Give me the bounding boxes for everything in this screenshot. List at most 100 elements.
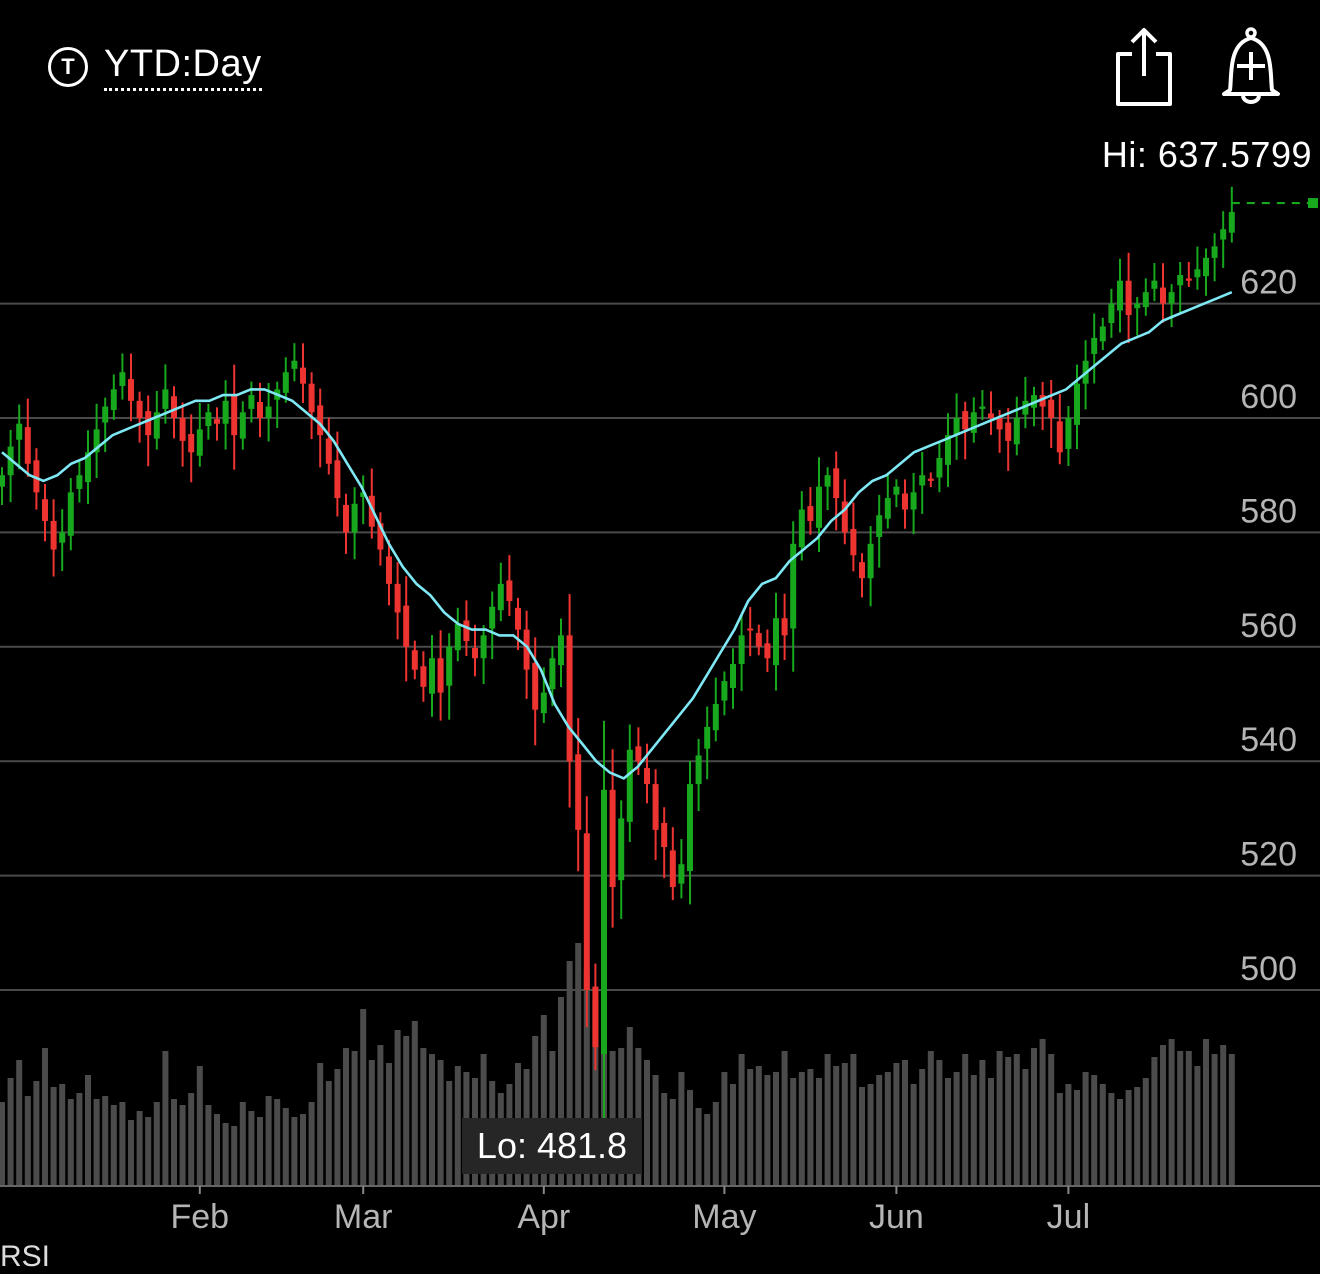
candle-body bbox=[377, 523, 384, 550]
moving-average-line bbox=[1, 290, 1233, 780]
candle-body bbox=[454, 623, 461, 651]
volume-bar bbox=[24, 1096, 31, 1186]
volume-bar bbox=[884, 1072, 891, 1186]
volume-bar bbox=[214, 1114, 220, 1186]
volume-bar bbox=[403, 1036, 410, 1186]
candle-body bbox=[1203, 257, 1209, 277]
share-icon bbox=[1116, 28, 1172, 106]
x-tick-label: May bbox=[692, 1198, 756, 1236]
candle-body bbox=[1074, 383, 1080, 425]
volume-bar bbox=[635, 1048, 642, 1186]
candle-body bbox=[308, 383, 315, 413]
volume-bar bbox=[1082, 1072, 1089, 1186]
volume-bar bbox=[764, 1075, 771, 1186]
volume-bar bbox=[1151, 1057, 1158, 1186]
volume-bar bbox=[996, 1051, 1003, 1186]
volume-bar bbox=[145, 1117, 152, 1186]
volume-bar bbox=[248, 1111, 255, 1186]
candle-body bbox=[506, 580, 513, 602]
candle-body bbox=[291, 360, 298, 369]
candle-body bbox=[747, 628, 754, 631]
volume-bar bbox=[351, 1051, 358, 1186]
volume-bar bbox=[755, 1066, 762, 1186]
y-tick-label: 540 bbox=[1240, 721, 1297, 759]
candle-body bbox=[239, 412, 246, 439]
volume-bar bbox=[59, 1084, 66, 1186]
volume-bar bbox=[558, 997, 564, 1186]
candle-body bbox=[325, 438, 332, 464]
candle-body bbox=[773, 618, 779, 666]
candle-body bbox=[575, 754, 582, 830]
candle-body bbox=[609, 789, 616, 888]
candle-body bbox=[24, 427, 31, 464]
volume-bar bbox=[773, 1072, 779, 1186]
volume-bar bbox=[420, 1048, 427, 1186]
candle-body bbox=[411, 650, 418, 670]
volume-bar bbox=[1117, 1099, 1123, 1186]
volume-bar bbox=[368, 1060, 375, 1186]
volume-bar bbox=[136, 1111, 143, 1186]
volume-bar bbox=[119, 1102, 126, 1186]
volume-bar bbox=[695, 1108, 702, 1186]
candle-body bbox=[300, 367, 306, 384]
volume-bar bbox=[76, 1093, 83, 1186]
candle-body bbox=[403, 605, 410, 647]
candle-body bbox=[188, 434, 195, 453]
candle-body bbox=[1065, 418, 1072, 449]
volume-bar bbox=[1203, 1039, 1209, 1186]
share-button[interactable] bbox=[1112, 26, 1176, 113]
candle-body bbox=[712, 704, 719, 731]
candle-body bbox=[790, 543, 797, 629]
candle-body bbox=[394, 583, 401, 613]
volume-bar bbox=[644, 1060, 650, 1186]
volume-bar bbox=[1220, 1045, 1227, 1186]
candle-body bbox=[893, 486, 900, 495]
candle-body bbox=[988, 413, 994, 418]
candle-body bbox=[876, 515, 883, 537]
candle-body bbox=[420, 666, 427, 687]
volume-bar bbox=[798, 1072, 805, 1186]
candle-body bbox=[764, 643, 771, 659]
volume-bar bbox=[446, 1081, 453, 1186]
candle-body bbox=[781, 618, 788, 636]
alert-button[interactable] bbox=[1218, 26, 1284, 113]
candle-body bbox=[196, 429, 203, 456]
candle-body bbox=[85, 452, 91, 483]
candle-body bbox=[678, 864, 685, 884]
volume-bar bbox=[807, 1069, 814, 1186]
rsi-indicator-label[interactable]: RSI bbox=[0, 1240, 51, 1273]
volume-bar bbox=[239, 1102, 246, 1186]
volume-bar bbox=[876, 1075, 883, 1186]
candle-body bbox=[1005, 422, 1012, 441]
candle-body bbox=[979, 406, 986, 409]
high-price-label: Hi: 637.5799 bbox=[1101, 134, 1312, 175]
low-price-label: Lo: 481.8 bbox=[462, 1118, 642, 1174]
candle-body bbox=[841, 501, 848, 533]
y-tick-label: 520 bbox=[1240, 836, 1297, 874]
candle-body bbox=[532, 662, 539, 710]
volume-bar bbox=[652, 1075, 659, 1186]
candle-body bbox=[910, 492, 917, 510]
volume-bar bbox=[1168, 1039, 1175, 1186]
candle-body bbox=[996, 418, 1003, 430]
candle-body bbox=[1048, 399, 1055, 418]
candle-body bbox=[257, 401, 263, 418]
candle-body bbox=[334, 460, 341, 499]
candle-body bbox=[798, 509, 805, 548]
volume-bar bbox=[265, 1096, 272, 1186]
volume-bar bbox=[902, 1060, 908, 1186]
candle-body bbox=[755, 633, 762, 647]
volume-bar bbox=[979, 1060, 986, 1186]
volume-bar bbox=[1039, 1039, 1046, 1186]
time-range-selector[interactable]: T YTD:Day bbox=[48, 42, 262, 91]
candle-body bbox=[437, 658, 444, 693]
volume-bar bbox=[730, 1084, 736, 1186]
x-tick-label: Apr bbox=[517, 1198, 570, 1236]
candle-body bbox=[824, 475, 831, 487]
volume-bar bbox=[0, 1102, 5, 1186]
volume-bar bbox=[196, 1066, 203, 1186]
volume-bar bbox=[300, 1114, 306, 1186]
volume-bar bbox=[386, 1063, 392, 1186]
candle-body bbox=[0, 475, 5, 487]
